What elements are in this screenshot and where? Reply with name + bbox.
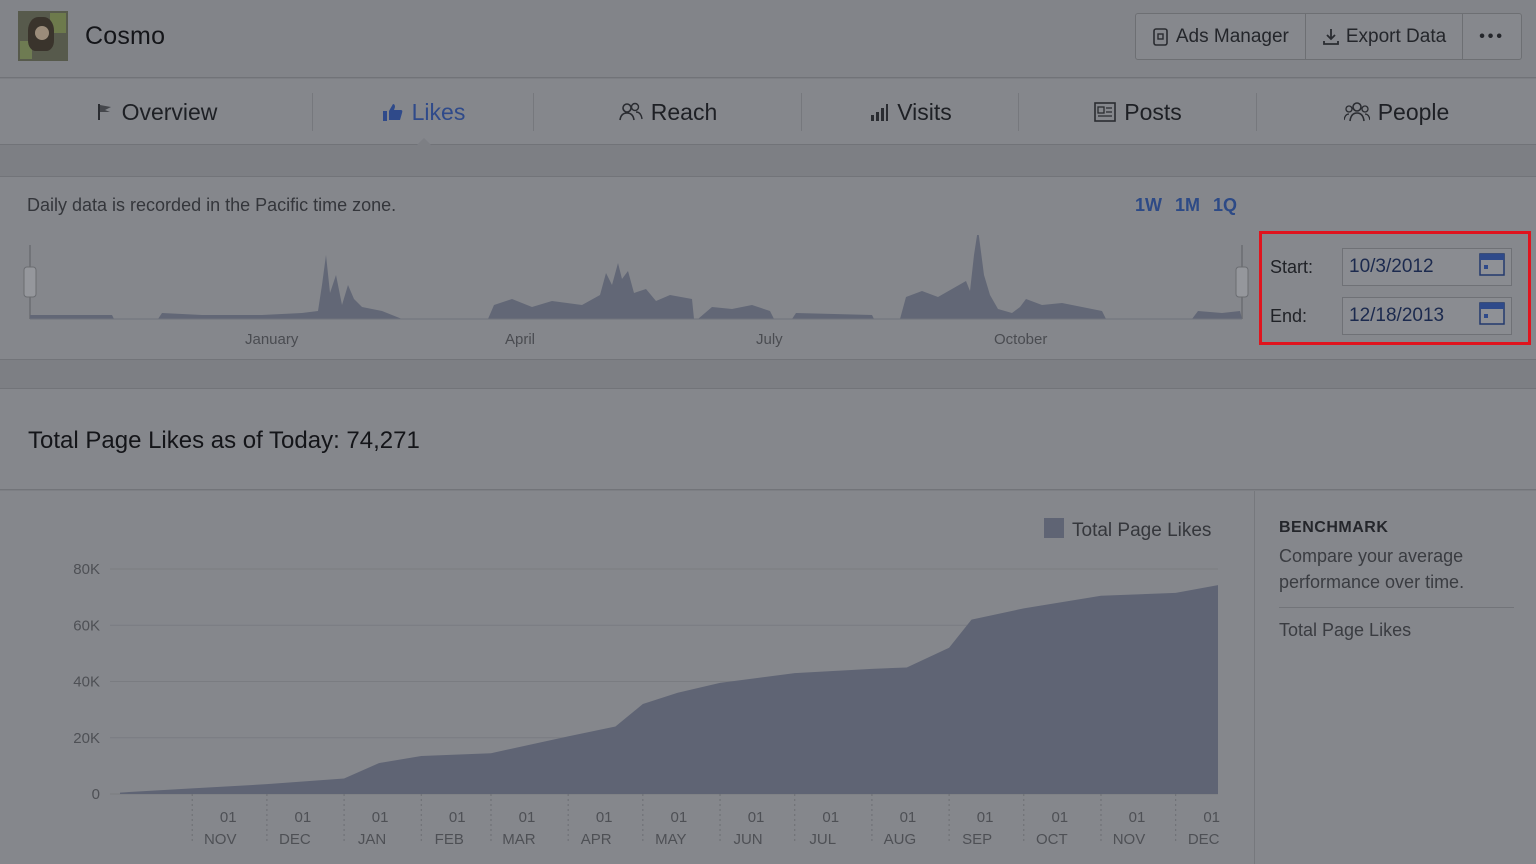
start-date-input[interactable]: 10/3/2012	[1342, 248, 1512, 286]
x-tick-day: 01	[372, 809, 389, 826]
end-date-label: End:	[1270, 305, 1308, 326]
insights-tabs: Overview Likes Reach Visits Posts People	[0, 79, 1536, 146]
tab-likes[interactable]: Likes	[313, 79, 534, 146]
x-tick-day: 01	[822, 809, 839, 826]
y-tick-label: 60K	[73, 617, 100, 634]
x-tick-month: JUN	[733, 831, 762, 848]
tab-label: Visits	[897, 98, 952, 125]
x-tick-month: JUL	[809, 831, 836, 848]
legend-label[interactable]: Total Page Likes	[1072, 520, 1211, 541]
total-likes-title: Total Page Likes as of Today: 74,271	[28, 427, 420, 454]
ads-manager-icon	[1152, 27, 1170, 46]
x-tick-month: MAY	[655, 831, 686, 848]
tab-label: People	[1377, 98, 1450, 125]
benchmark-description: Compare your average performance over ti…	[1279, 546, 1465, 592]
range-selector: 1W 1M 1Q	[1135, 195, 1237, 216]
x-tick-day: 01	[900, 809, 917, 826]
x-tick-month: NOV	[1113, 831, 1146, 848]
end-date-row: End: 12/18/2013	[1270, 297, 1512, 335]
flag-icon	[96, 102, 114, 122]
x-tick-month: NOV	[204, 831, 237, 848]
x-tick-month: OCT	[1036, 831, 1068, 848]
start-date-label: Start:	[1270, 256, 1314, 277]
y-tick-label: 0	[92, 786, 100, 803]
x-tick-month: JAN	[358, 831, 386, 848]
benchmark-title: BENCHMARK	[1279, 519, 1389, 536]
bar-signal-icon	[869, 103, 889, 121]
timeline-right-handle[interactable]	[1235, 266, 1249, 298]
download-icon	[1322, 28, 1340, 46]
export-data-button[interactable]: Export Data	[1306, 14, 1464, 59]
x-tick-day: 01	[449, 809, 466, 826]
tab-posts[interactable]: Posts	[1019, 79, 1257, 145]
header-actions: Ads Manager Export Data •••	[1134, 13, 1522, 60]
range-1m-link[interactable]: 1M	[1175, 195, 1201, 215]
timeline-panel: Daily data is recorded in the Pacific ti…	[0, 176, 1536, 360]
end-date-value: 12/18/2013	[1349, 305, 1445, 326]
page-header: Cosmo Ads Manager Export Data •••	[0, 0, 1536, 78]
tab-overview[interactable]: Overview	[0, 79, 313, 145]
month-label: October	[994, 331, 1048, 348]
group-icon	[1343, 102, 1370, 122]
tab-label: Reach	[650, 98, 718, 125]
x-tick-month: DEC	[1188, 831, 1220, 848]
people-icon	[618, 102, 643, 122]
benchmark-item-total-page-likes[interactable]: Total Page Likes	[1279, 620, 1412, 640]
y-tick-label: 20K	[73, 730, 100, 747]
total-likes-header: Total Page Likes as of Today: 74,271	[0, 388, 1536, 490]
timeline-left-handle[interactable]	[23, 266, 37, 298]
x-tick-month: SEP	[962, 831, 992, 848]
x-tick-month: MAR	[502, 831, 536, 848]
x-tick-day: 01	[671, 809, 688, 826]
benchmark-panel: BENCHMARK Compare your average performan…	[1279, 519, 1514, 641]
x-tick-day: 01	[1051, 809, 1068, 826]
x-tick-day: 01	[295, 809, 312, 826]
month-label: January	[245, 331, 299, 348]
end-date-input[interactable]: 12/18/2013	[1342, 297, 1512, 335]
x-tick-day: 01	[519, 809, 536, 826]
more-options-button[interactable]: •••	[1479, 27, 1505, 45]
x-tick-month: DEC	[279, 831, 311, 848]
page-name[interactable]: Cosmo	[85, 22, 166, 50]
ads-manager-button[interactable]: Ads Manager	[1136, 14, 1306, 59]
calendar-icon[interactable]	[1479, 252, 1505, 282]
date-range-picker: Start: 10/3/2012 End: 12/18/2013	[1259, 231, 1531, 345]
tab-people[interactable]: People	[1257, 79, 1536, 145]
x-tick-day: 01	[748, 809, 765, 826]
x-tick-day: 01	[977, 809, 994, 826]
tab-label: Likes	[411, 98, 466, 125]
month-label: April	[505, 331, 536, 348]
month-label: July	[756, 331, 783, 348]
avatar[interactable]	[18, 11, 68, 61]
range-1w-link[interactable]: 1W	[1135, 195, 1162, 215]
y-tick-label: 80K	[73, 561, 100, 578]
ads-manager-label: Ads Manager	[1175, 25, 1289, 47]
thumbs-up-icon	[382, 102, 404, 122]
likes-chart-panel: 0 20K 40K 60K 80K 01 NOV 01 DEC 01 JAN 01 FEB 01 MAR 01…	[0, 491, 1536, 864]
x-tick-day: 01	[220, 809, 237, 826]
timeline-sparkline[interactable]	[22, 235, 1254, 345]
x-tick-month: FEB	[435, 831, 464, 848]
tab-visits[interactable]: Visits	[802, 79, 1019, 145]
x-tick-day: 01	[1203, 809, 1220, 826]
x-tick-month: AUG	[884, 831, 917, 848]
export-data-label: Export Data	[1345, 25, 1447, 47]
start-date-value: 10/3/2012	[1349, 256, 1434, 277]
tab-reach[interactable]: Reach	[534, 79, 802, 145]
total-page-likes-chart[interactable]: 0 20K 40K 60K 80K 01 NOV 01 DEC 01 JAN 01 FEB 01 MAR 01…	[40, 501, 1250, 861]
tab-label: Overview	[121, 98, 218, 125]
x-tick-month: APR	[581, 831, 612, 848]
y-tick-label: 40K	[73, 674, 100, 691]
calendar-icon[interactable]	[1479, 301, 1505, 331]
range-1q-link[interactable]: 1Q	[1213, 195, 1238, 215]
start-date-row: Start: 10/3/2012	[1270, 248, 1512, 286]
tab-label: Posts	[1124, 98, 1182, 125]
legend-swatch	[1044, 518, 1064, 538]
timezone-note: Daily data is recorded in the Pacific ti…	[27, 195, 397, 215]
x-tick-day: 01	[596, 809, 613, 826]
series-area-total-page-likes[interactable]	[120, 585, 1218, 794]
posts-icon	[1094, 102, 1117, 122]
x-tick-day: 01	[1129, 809, 1146, 826]
